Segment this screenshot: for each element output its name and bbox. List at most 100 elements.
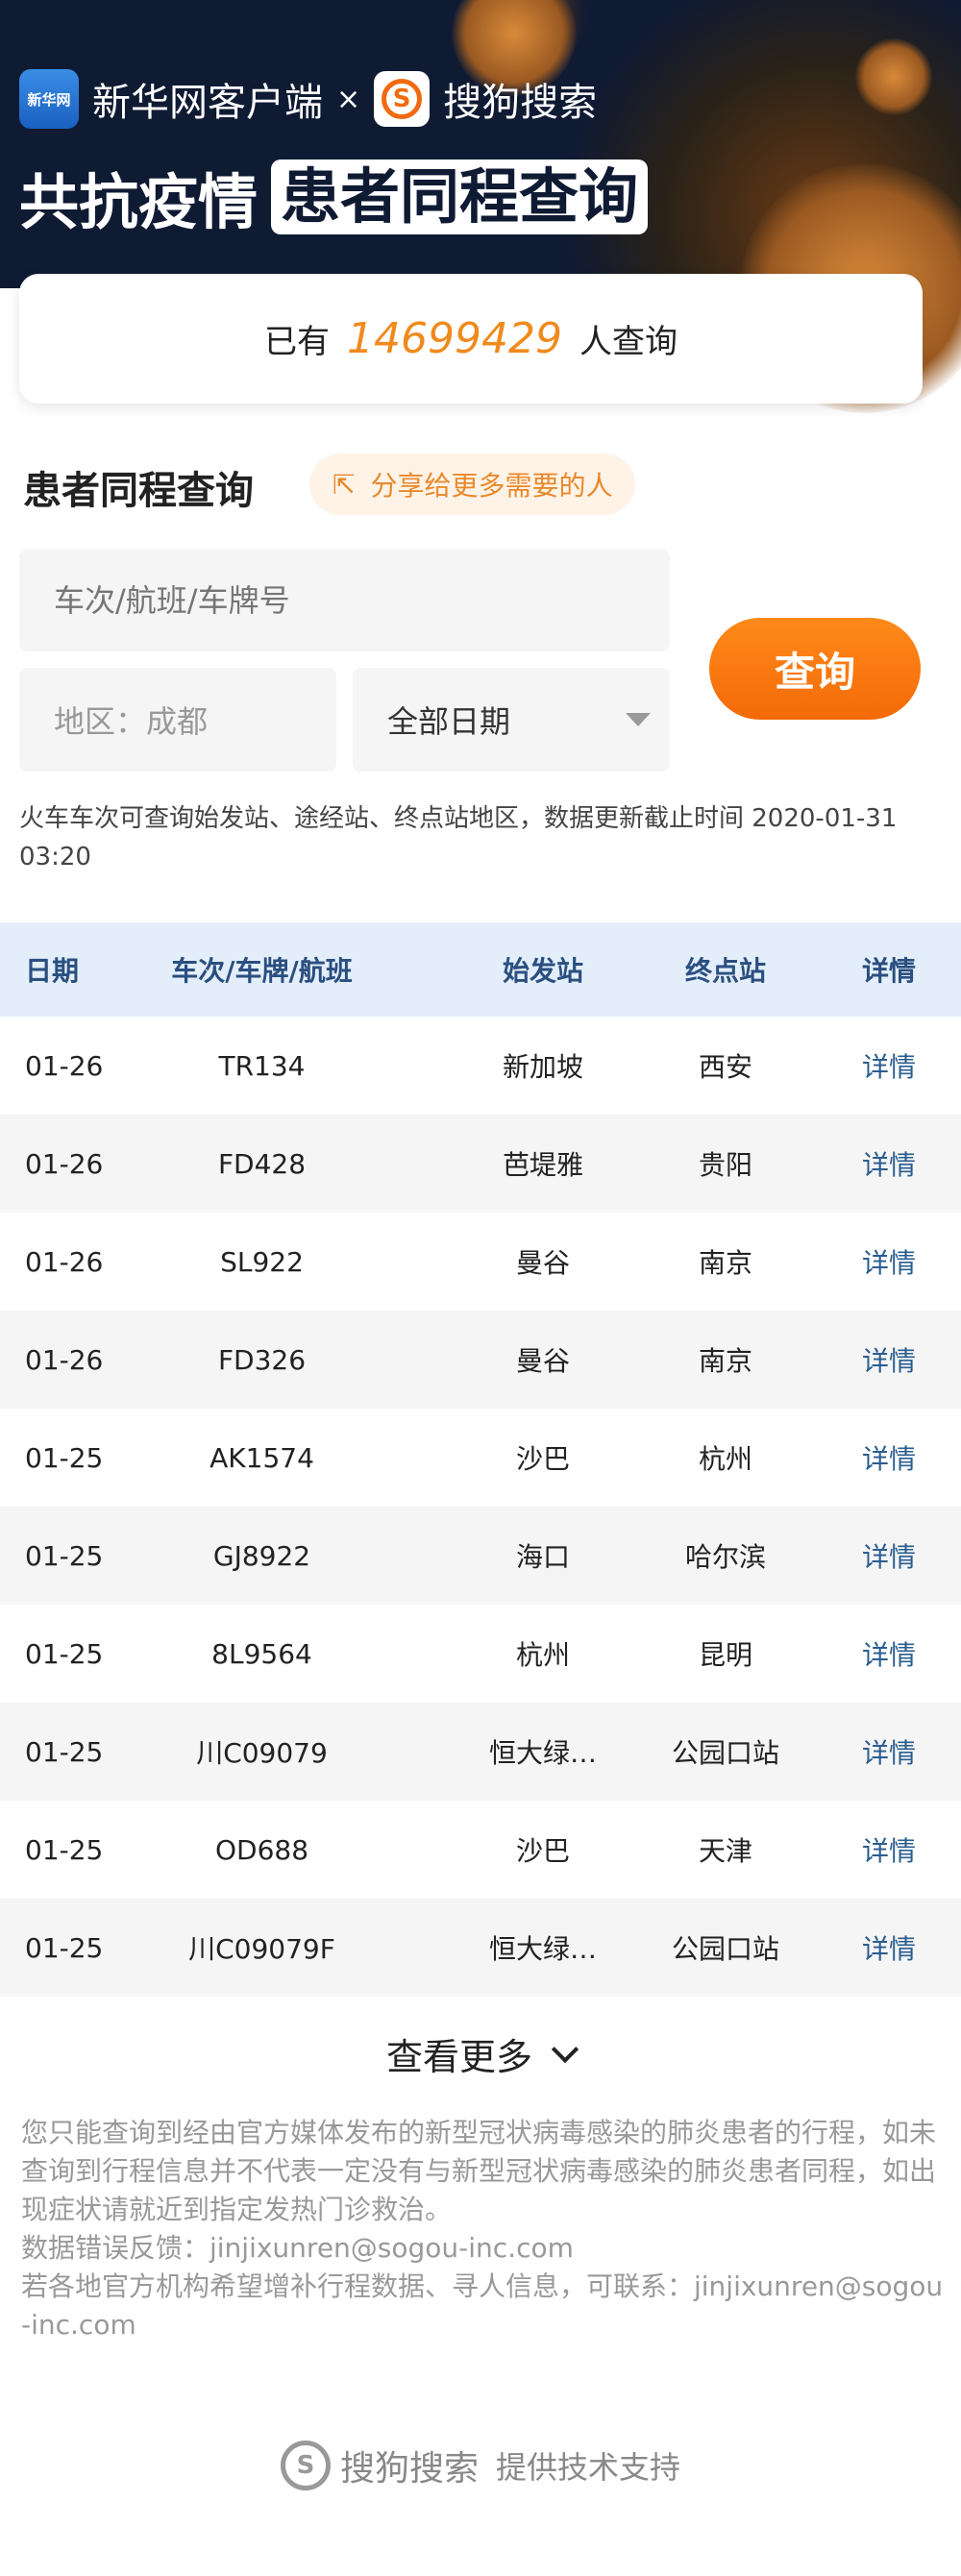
row-origin: 曼谷 (515, 1247, 570, 1279)
table-row: 01-25 川C09079 恒大绿… 公园口站 详情 (0, 1703, 961, 1801)
row-origin: 海口 (515, 1541, 570, 1573)
header-date: 日期 (25, 955, 80, 987)
row-origin: 恒大绿… (488, 1737, 597, 1769)
row-destination: 南京 (698, 1345, 752, 1377)
row-trip: SL922 (220, 1245, 304, 1278)
slogan-text: 共抗疫情 (19, 167, 259, 237)
count-suffix: 人查询 (579, 323, 678, 361)
table-header: 日期 车次/车牌/航班 始发站 终点站 详情 (0, 922, 961, 1017)
row-origin: 芭堤雅 (502, 1149, 583, 1181)
details-link[interactable]: 详情 (861, 1835, 916, 1867)
row-date: 01-26 (25, 1049, 104, 1082)
trip-number-input[interactable] (54, 582, 670, 619)
virus-image (855, 38, 932, 115)
brand-row: 新华网 新华网客户端 × S 搜狗搜索 (19, 69, 597, 129)
row-destination: 昆明 (698, 1639, 752, 1671)
row-trip: 8L9564 (211, 1637, 312, 1670)
sogou-logo: S (374, 71, 431, 127)
table-row: 01-26 FD428 芭堤雅 贵阳 详情 (0, 1115, 961, 1213)
table-row: 01-26 SL922 曼谷 南京 详情 (0, 1213, 961, 1311)
row-origin: 新加坡 (502, 1051, 583, 1083)
details-link[interactable]: 详情 (861, 1933, 916, 1965)
date-select[interactable]: 全部日期 (353, 668, 670, 772)
details-link[interactable]: 详情 (861, 1149, 916, 1181)
disclaimer: 您只能查询到经由官方媒体发布的新型冠状病毒感染的肺炎患者的行程，如未查询到行程信… (21, 2114, 944, 2344)
sogou-name: 搜狗搜索 (443, 81, 598, 125)
details-link[interactable]: 详情 (861, 1247, 916, 1279)
footer-text: 提供技术支持 (496, 2449, 681, 2486)
row-date: 01-25 (25, 1539, 104, 1572)
row-origin: 曼谷 (515, 1345, 570, 1377)
row-destination: 哈尔滨 (684, 1541, 766, 1573)
details-link[interactable]: 详情 (861, 1051, 916, 1083)
details-link[interactable]: 详情 (861, 1639, 916, 1671)
view-more-label: 查看更多 (385, 2036, 532, 2078)
row-trip: 川C09079 (196, 1737, 328, 1769)
row-trip: 川C09079F (188, 1933, 335, 1965)
table-row: 01-25 GJ8922 海口 哈尔滨 详情 (0, 1507, 961, 1605)
share-button[interactable]: ⇱ 分享给更多需要的人 (309, 454, 636, 515)
slogan: 共抗疫情 患者同程查询 (19, 154, 649, 240)
table-row: 01-26 TR134 新加坡 西安 详情 (0, 1017, 961, 1115)
row-trip: TR134 (218, 1049, 306, 1082)
row-date: 01-25 (25, 1637, 104, 1670)
section-title: 患者同程查询 (23, 469, 254, 513)
row-destination: 公园口站 (671, 1933, 779, 1965)
header-banner: 新华网 新华网客户端 × S 搜狗搜索 共抗疫情 患者同程查询 (0, 0, 961, 413)
times-sign: × (336, 82, 361, 116)
table-row: 01-25 8L9564 杭州 昆明 详情 (0, 1605, 961, 1703)
count-prefix: 已有 (264, 323, 331, 361)
xinhua-logo: 新华网 (19, 69, 79, 129)
row-trip: GJ8922 (212, 1539, 311, 1572)
update-note: 火车车次可查询始发站、途经站、终点站地区，数据更新截止时间 2020-01-31… (19, 804, 898, 871)
query-button[interactable]: 查询 (709, 618, 921, 720)
row-destination: 天津 (698, 1835, 752, 1867)
row-origin: 沙巴 (515, 1835, 570, 1867)
header-details: 详情 (861, 955, 916, 987)
row-trip: OD688 (214, 1833, 309, 1866)
dropdown-arrow-icon (626, 713, 651, 726)
disclaimer-text: 您只能查询到经由官方媒体发布的新型冠状病毒感染的肺炎患者的行程，如未查询到行程信… (21, 2117, 937, 2225)
table-row: 01-26 FD326 曼谷 南京 详情 (0, 1311, 961, 1409)
row-trip: AK1574 (209, 1441, 314, 1474)
xinhua-name: 新华网客户端 (92, 81, 323, 125)
region-select[interactable]: 地区：成都 (19, 668, 336, 772)
query-count: 14699429 (347, 314, 562, 363)
row-destination: 杭州 (698, 1443, 752, 1475)
row-date: 01-25 (25, 1735, 104, 1768)
region-label: 地区：成都 (54, 703, 209, 740)
row-date: 01-25 (25, 1931, 104, 1964)
share-label: 分享给更多需要的人 (370, 470, 613, 502)
header-destination: 终点站 (684, 955, 766, 987)
trip-number-field[interactable] (19, 550, 670, 651)
table-row: 01-25 OD688 沙巴 天津 详情 (0, 1801, 961, 1899)
table-row: 01-25 川C09079F 恒大绿… 公园口站 详情 (0, 1899, 961, 1997)
row-date: 01-26 (25, 1147, 104, 1180)
row-destination: 公园口站 (671, 1737, 779, 1769)
details-link[interactable]: 详情 (861, 1443, 916, 1475)
sogou-footer-logo: S (280, 2441, 331, 2490)
details-link[interactable]: 详情 (861, 1345, 916, 1377)
row-destination: 西安 (698, 1051, 752, 1083)
details-link[interactable]: 详情 (861, 1541, 916, 1573)
details-link[interactable]: 详情 (861, 1737, 916, 1769)
row-date: 01-26 (25, 1343, 104, 1376)
footer-brand: 搜狗搜索 (339, 2449, 479, 2489)
row-date: 01-25 (25, 1441, 104, 1474)
footer: S 搜狗搜索 提供技术支持 (0, 2441, 961, 2490)
row-origin: 沙巴 (515, 1443, 570, 1475)
virus-image (452, 0, 577, 96)
row-date: 01-26 (25, 1245, 104, 1278)
row-destination: 南京 (698, 1247, 752, 1279)
table-row: 01-25 AK1574 沙巴 杭州 详情 (0, 1409, 961, 1507)
chevron-down-icon (551, 2035, 579, 2063)
row-trip: FD326 (217, 1343, 307, 1376)
header-trip: 车次/车牌/航班 (171, 955, 353, 987)
row-trip: FD428 (217, 1147, 307, 1180)
results-table: 日期 车次/车牌/航班 始发站 终点站 详情 01-26 TR134 新加坡 西安 详情… (0, 922, 961, 1997)
feedback-contact: 数据错误反馈：jinjixunren@sogou-inc.com (21, 2232, 574, 2264)
query-count-card: 已有 14699429 人查询 (19, 274, 923, 404)
date-select-value: 全部日期 (387, 703, 511, 740)
slogan-boxed: 患者同程查询 (271, 159, 649, 234)
view-more-button[interactable]: 查看更多 (0, 2027, 961, 2080)
